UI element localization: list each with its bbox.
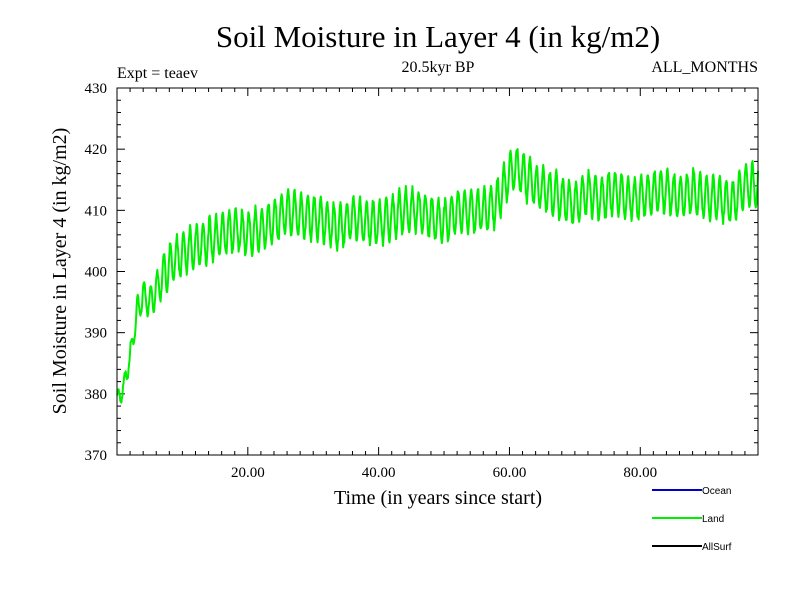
land-series-line [116, 148, 759, 404]
y-tick-label: 370 [85, 448, 108, 464]
legend-label-ocean: Ocean [702, 486, 731, 497]
legend-label-allsurf: AllSurf [702, 542, 732, 553]
months-label: ALL_MONTHS [651, 59, 758, 76]
legend-label-land: Land [702, 514, 724, 525]
x-tick-label: 20.00 [231, 465, 265, 481]
x-tick-label: 60.00 [493, 465, 527, 481]
y-tick-label: 410 [85, 203, 108, 219]
x-tick-label: 40.00 [362, 465, 396, 481]
axes-ticks [117, 88, 758, 455]
y-tick-label: 420 [85, 142, 108, 158]
y-axis-label: Soil Moisture in Layer 4 (in kg/m2) [49, 128, 71, 415]
x-axis-label: Time (in years since start) [334, 487, 542, 509]
x-tick-label: 80.00 [623, 465, 657, 481]
plot-frame [116, 87, 759, 456]
legend: Ocean Land AllSurf [652, 486, 732, 553]
x-tick-labels: 20.00 40.00 60.00 80.00 [231, 465, 657, 481]
plot-area [116, 148, 759, 404]
y-tick-label: 390 [85, 326, 108, 342]
y-tick-labels: 370 380 390 400 410 420 430 [85, 81, 108, 464]
y-tick-label: 430 [85, 81, 108, 97]
y-tick-label: 380 [85, 387, 108, 403]
experiment-label: Expt = teaev [117, 65, 198, 82]
y-tick-label: 400 [85, 265, 108, 281]
period-label: 20.5kyr BP [402, 59, 475, 76]
chart-title: Soil Moisture in Layer 4 (in kg/m2) [216, 19, 660, 54]
